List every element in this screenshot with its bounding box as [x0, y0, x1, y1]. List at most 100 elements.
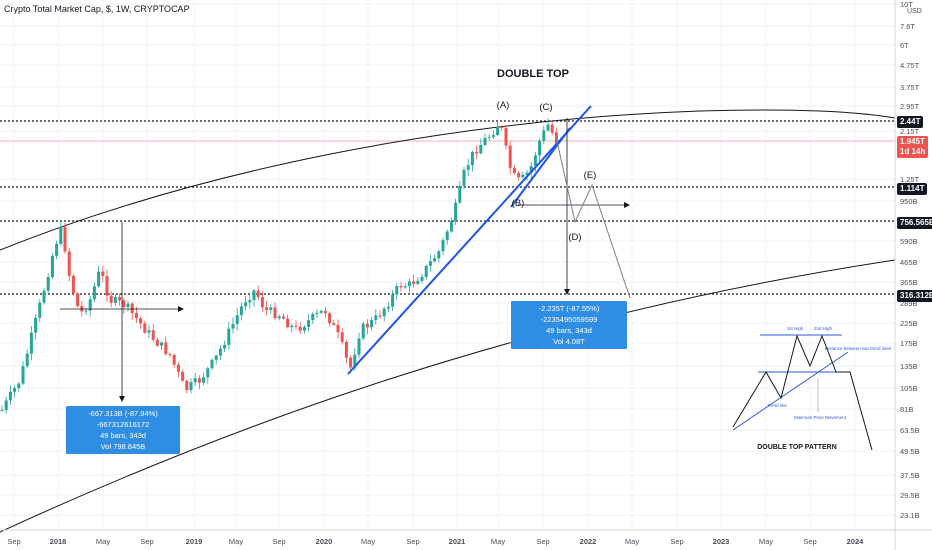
horizontal-levels: [0, 120, 895, 295]
candle: [67, 247, 71, 282]
candle: [25, 349, 29, 369]
measure-1-bars: 49 bars, 343d: [100, 431, 146, 440]
chart-title: DOUBLE TOP: [497, 68, 569, 80]
x-tick-label: Sep: [140, 537, 153, 546]
candle: [252, 288, 256, 307]
x-tick-label: 2022: [580, 537, 597, 546]
candle-body: [361, 323, 365, 339]
candle: [181, 369, 185, 382]
candle: [437, 249, 441, 263]
measure-2-bars: 49 bars, 343d: [546, 326, 592, 335]
candle-body: [42, 290, 46, 303]
candle: [235, 308, 239, 331]
candle-body: [286, 318, 290, 328]
candle-body: [319, 310, 323, 313]
candle: [155, 337, 159, 347]
measure-2-harrow: [624, 202, 630, 208]
x-tick-label: May: [96, 537, 110, 546]
candle-body: [197, 378, 201, 383]
candle-body: [214, 355, 218, 360]
candle: [164, 336, 168, 356]
candle-body: [386, 306, 390, 309]
candle: [50, 252, 54, 279]
candle: [143, 320, 147, 334]
candle: [202, 372, 206, 386]
candle: [118, 293, 122, 306]
candle: [365, 319, 369, 335]
inset-label: Distance between two trend lines: [825, 346, 892, 351]
candle: [210, 358, 214, 371]
x-tick-label: May: [361, 537, 375, 546]
candle-body: [84, 310, 88, 312]
candle-body: [391, 294, 395, 307]
candle-body: [374, 315, 378, 321]
candle-body: [512, 167, 516, 173]
candle-body: [344, 341, 348, 358]
y-tick-label: 4.75T: [900, 61, 920, 70]
candle: [168, 352, 172, 358]
candle-body: [311, 313, 315, 321]
candle: [416, 277, 420, 286]
candle-body: [479, 144, 483, 154]
candle-body: [508, 145, 512, 168]
candle: [441, 237, 445, 256]
candle-body: [67, 251, 71, 276]
inset-pattern-path: [732, 334, 873, 451]
candle-body: [395, 286, 399, 295]
candle-body: [218, 348, 222, 356]
candle: [239, 302, 243, 321]
y-tick-label: 23.1B: [900, 511, 920, 520]
candle-body: [130, 303, 134, 314]
candle-body: [118, 297, 122, 301]
x-tick-label: Sep: [670, 537, 683, 546]
candle-body: [17, 383, 21, 389]
candle-body: [496, 126, 500, 136]
candle: [500, 125, 504, 131]
measure-1-harrow: [178, 306, 184, 312]
candle-body: [521, 174, 525, 178]
candle-body: [13, 388, 17, 392]
candle-body: [454, 202, 458, 222]
candle-body: [50, 255, 54, 278]
candle-body: [168, 354, 172, 356]
candle: [391, 290, 395, 312]
candle-body: [63, 226, 67, 252]
y-tick-label: 81B: [900, 405, 913, 414]
candle: [4, 396, 8, 414]
candle: [374, 309, 378, 325]
candle: [386, 302, 390, 312]
candle: [55, 240, 59, 259]
candle: [227, 322, 231, 350]
candle: [214, 354, 218, 365]
candle: [361, 321, 365, 341]
candle-body: [223, 344, 227, 349]
candle: [17, 382, 21, 393]
candle-body: [176, 364, 180, 372]
inset-trend: [732, 351, 849, 431]
candle-body: [433, 258, 437, 262]
candle: [424, 264, 428, 280]
inset-label: Trend line: [767, 403, 787, 408]
candle-body: [349, 357, 353, 368]
candle: [323, 307, 327, 318]
candle-body: [517, 172, 521, 178]
y-tick-label: 3.75T: [900, 83, 920, 92]
measure-box-1[interactable]: -667.313B (-87.94%) -66731261617​2 49 ba…: [66, 406, 180, 454]
y-tick-label: 63.5B: [900, 426, 920, 435]
candle: [328, 311, 332, 327]
measure-1-arrow: [119, 396, 125, 402]
candle: [134, 306, 138, 323]
candle-body: [71, 275, 75, 294]
candle: [63, 222, 67, 254]
candle-body: [407, 281, 411, 287]
candle-body: [307, 320, 311, 328]
inset-label: 2nd High: [814, 326, 833, 331]
candle: [176, 361, 180, 378]
candle-body: [357, 338, 361, 355]
candle: [483, 133, 487, 147]
candle: [59, 220, 63, 247]
candle: [315, 309, 319, 319]
measure-box-2[interactable]: -2.235T (-87.55%) -2235495059599 49 bars…: [511, 301, 627, 349]
candle: [38, 299, 42, 323]
